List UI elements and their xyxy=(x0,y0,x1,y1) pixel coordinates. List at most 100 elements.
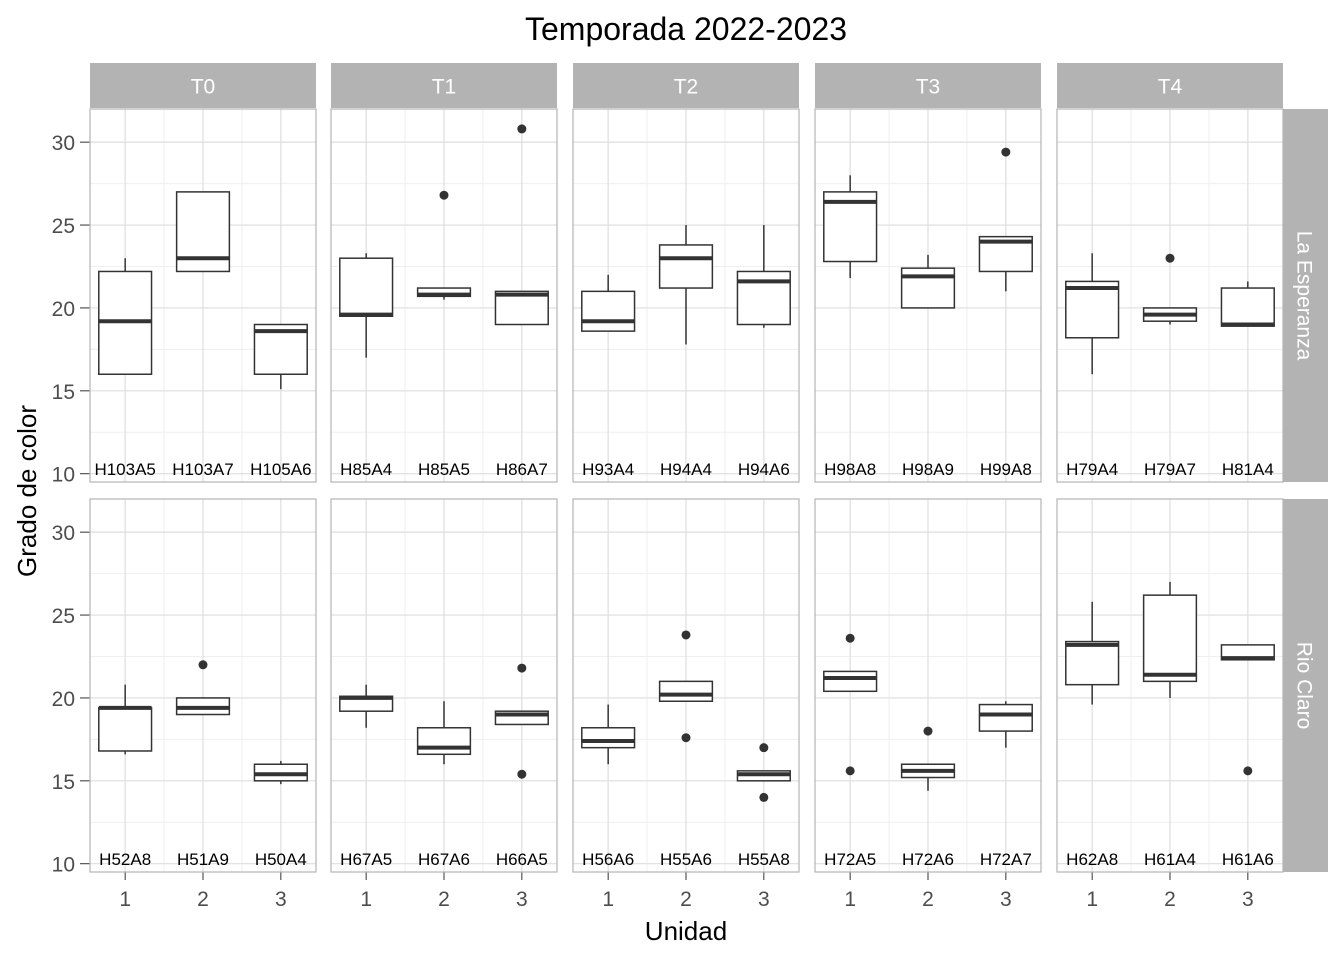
box-label: H94A6 xyxy=(738,460,790,479)
panel-border xyxy=(814,108,1042,483)
outlier-point xyxy=(198,660,208,670)
col-strip-label: T4 xyxy=(1158,76,1183,99)
panel-la-esperanza-t2 xyxy=(572,108,800,483)
y-tick-label: 30 xyxy=(52,132,75,155)
outlier-point xyxy=(759,792,769,802)
x-tick-label: 2 xyxy=(1164,888,1176,911)
y-tick-label: 25 xyxy=(52,215,75,238)
col-strip-T3 xyxy=(815,63,1041,108)
box-label: H79A4 xyxy=(1066,460,1118,479)
box-label: H85A5 xyxy=(418,460,470,479)
panel-border xyxy=(330,108,558,483)
box-label: H55A6 xyxy=(660,850,712,869)
panel-rio-claro-t3 xyxy=(814,498,1042,873)
outlier-point xyxy=(923,726,933,736)
box-iqr xyxy=(494,290,549,326)
box-label: H55A8 xyxy=(738,850,790,869)
box-label: H98A9 xyxy=(902,460,954,479)
box-label: H56A6 xyxy=(582,850,634,869)
col-strip-T4 xyxy=(1057,63,1283,108)
box-label: H51A9 xyxy=(177,850,229,869)
box-label: H98A8 xyxy=(824,460,876,479)
box-label: H79A7 xyxy=(1144,460,1196,479)
panel-border xyxy=(89,498,317,873)
box-label: H72A7 xyxy=(980,850,1032,869)
box-iqr xyxy=(98,707,153,752)
x-tick-label: 1 xyxy=(360,888,372,911)
outlier-point xyxy=(1243,766,1253,776)
x-tick-label: 3 xyxy=(758,888,770,911)
col-strip-T2 xyxy=(573,63,799,108)
outlier-point xyxy=(845,766,855,776)
box-iqr xyxy=(978,703,1033,732)
box-label: H85A4 xyxy=(340,460,392,479)
box-label: H67A5 xyxy=(340,850,392,869)
panel-border xyxy=(572,498,800,873)
row-strip-1 xyxy=(1283,499,1328,872)
box-iqr xyxy=(1065,280,1120,339)
outlier-point xyxy=(439,190,449,200)
box-iqr xyxy=(581,290,636,332)
y-tick-label: 30 xyxy=(52,522,75,545)
panel-la-esperanza-t4 xyxy=(1056,108,1284,483)
y-tick-label: 15 xyxy=(52,771,75,794)
x-tick-label: 1 xyxy=(844,888,856,911)
panel-border xyxy=(330,498,558,873)
box-label: H86A7 xyxy=(496,460,548,479)
box-label: H72A5 xyxy=(824,850,876,869)
box-iqr xyxy=(900,267,956,309)
box-iqr xyxy=(1065,640,1120,686)
box-iqr xyxy=(416,727,472,756)
panel-border xyxy=(572,108,800,483)
col-strip-label: T0 xyxy=(191,76,216,99)
box-label: H103A5 xyxy=(94,460,155,479)
box-label: H72A6 xyxy=(902,850,954,869)
x-tick-label: 1 xyxy=(602,888,614,911)
outlier-point xyxy=(681,630,691,640)
panel-border xyxy=(89,108,317,483)
y-tick-label: 20 xyxy=(52,688,75,711)
box-label: H50A4 xyxy=(255,850,307,869)
row-strip-label: La Esperanza xyxy=(1293,231,1316,361)
box-label: H61A6 xyxy=(1222,850,1274,869)
box-label: H94A4 xyxy=(660,460,712,479)
box-label: H81A4 xyxy=(1222,460,1274,479)
panel-rio-claro-t2 xyxy=(572,498,800,873)
outlier-point xyxy=(759,743,769,753)
box-label: H105A6 xyxy=(250,460,311,479)
box-iqr xyxy=(823,670,878,693)
panel-rio-claro-t4 xyxy=(1056,498,1284,873)
outlier-point xyxy=(517,124,527,134)
box-label: H61A4 xyxy=(1144,850,1196,869)
x-tick-label: 2 xyxy=(438,888,450,911)
y-tick-label: 10 xyxy=(52,464,75,487)
panel-rio-claro-t1 xyxy=(330,498,558,873)
box-label: H62A8 xyxy=(1066,850,1118,869)
outlier-point xyxy=(681,733,691,743)
outlier-point xyxy=(517,663,527,673)
y-tick-label: 25 xyxy=(52,605,75,628)
box-label: H66A5 xyxy=(496,850,548,869)
box-iqr xyxy=(658,680,714,702)
panel-la-esperanza-t3 xyxy=(814,108,1042,483)
box-iqr xyxy=(1220,287,1275,327)
row-strip-label: Rio Claro xyxy=(1293,642,1316,730)
panel-la-esperanza-t1 xyxy=(330,108,558,483)
panel-la-esperanza-t0 xyxy=(89,108,317,483)
panels-layer: T0 T1 T2 T3 T4 La Esperanza Rio Claro 10 15 20 25 3… xyxy=(52,63,1328,911)
x-tick-label: 3 xyxy=(275,888,287,911)
outlier-point xyxy=(1001,147,1011,157)
x-tick-label: 1 xyxy=(119,888,131,911)
box-label: H93A4 xyxy=(582,460,634,479)
col-strip-T0 xyxy=(90,63,316,108)
box-iqr xyxy=(658,244,714,289)
col-strip-label: T3 xyxy=(916,76,941,99)
x-tick-label: 3 xyxy=(516,888,528,911)
col-strip-label: T2 xyxy=(674,76,699,99)
chart-title: Temporada 2022-2023 xyxy=(525,11,847,47)
box-iqr xyxy=(1142,594,1198,683)
box-iqr xyxy=(581,727,636,749)
y-tick-label: 15 xyxy=(52,381,75,404)
